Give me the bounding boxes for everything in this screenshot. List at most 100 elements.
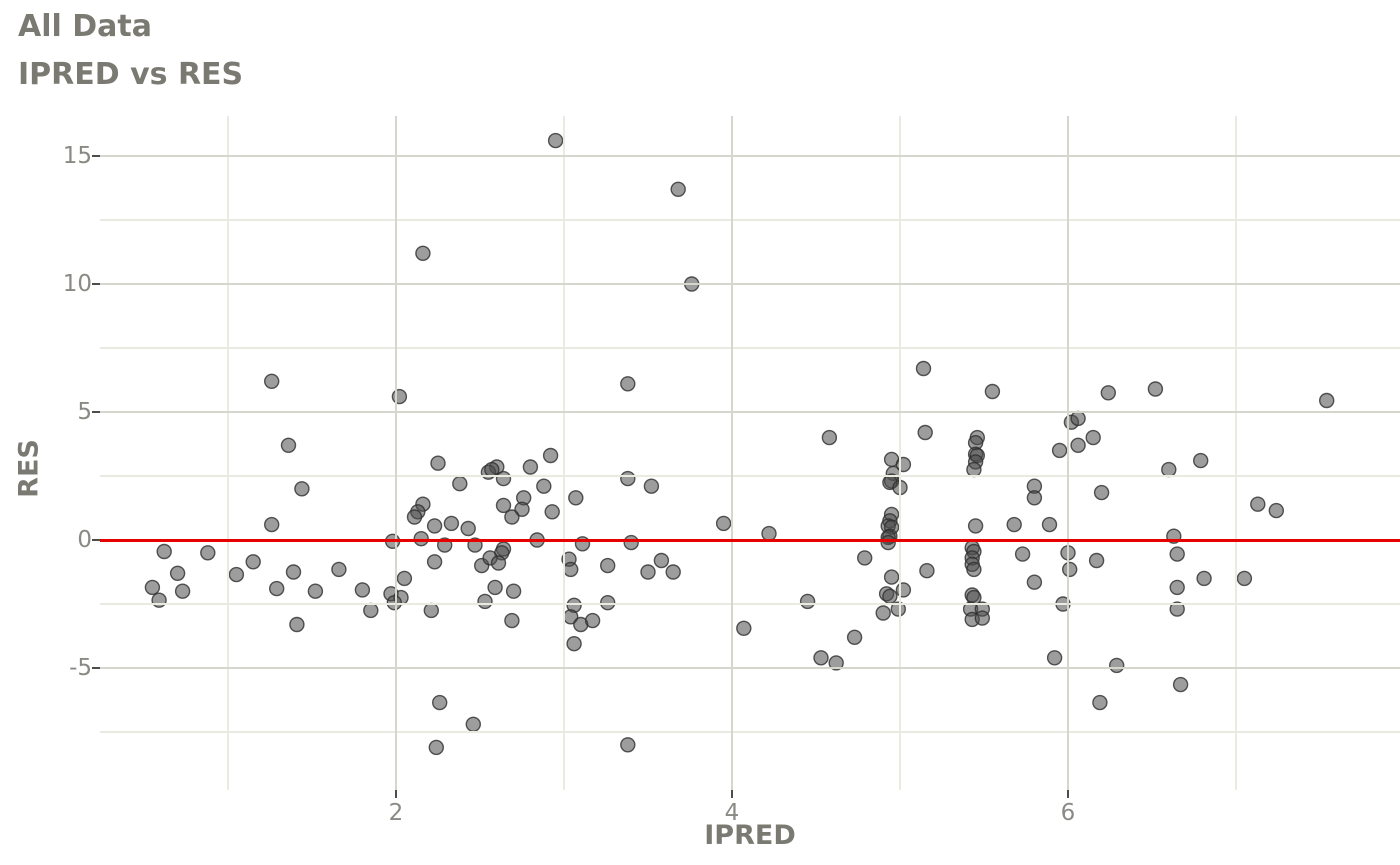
scatter-point	[363, 602, 379, 619]
scatter-point	[670, 181, 686, 198]
scatter-point	[245, 554, 261, 570]
scatter-point	[504, 509, 520, 525]
scatter-point	[432, 694, 448, 711]
scatter-point	[643, 478, 660, 494]
scatter-point	[1026, 574, 1043, 590]
zero-reference-line	[100, 538, 1400, 542]
x-tick-label: 2	[388, 800, 404, 826]
scatter-point	[1169, 579, 1185, 596]
scatter-point	[1014, 546, 1031, 562]
scatter-point	[600, 557, 616, 574]
scatter-point	[460, 520, 476, 537]
scatter-point	[875, 605, 891, 621]
scatter-point	[426, 518, 443, 534]
scatter-point	[465, 716, 481, 732]
scatter-point	[268, 580, 285, 597]
y-axis-tick	[92, 411, 100, 413]
scatter-point	[882, 588, 898, 604]
scatter-point	[544, 504, 560, 520]
scatter-point	[966, 561, 982, 578]
plot-title: All Data	[18, 9, 152, 44]
scatter-point	[665, 564, 681, 580]
scatter-point	[504, 612, 520, 629]
scatter-point	[967, 518, 984, 534]
scatter-point	[736, 620, 752, 636]
scatter-point	[396, 570, 413, 587]
scatter-point	[600, 595, 616, 611]
scatter-point	[584, 612, 601, 629]
major-gridline-vertical	[1067, 116, 1069, 790]
major-gridline-vertical	[731, 116, 733, 790]
scatter-point	[443, 515, 460, 532]
minor-gridline-horizontal	[100, 731, 1400, 733]
scatter-point	[289, 616, 305, 633]
scatter-point	[1169, 546, 1185, 562]
y-tick-label: -5	[69, 655, 92, 681]
scatter-point	[566, 636, 582, 652]
scatter-point	[285, 564, 302, 580]
scatter-point	[1100, 385, 1116, 401]
scatter-point	[640, 564, 656, 580]
x-axis-tick	[731, 790, 733, 798]
major-gridline-horizontal	[100, 411, 1400, 413]
scatter-point	[1092, 694, 1108, 711]
minor-gridline-horizontal	[100, 475, 1400, 477]
minor-gridline-vertical	[899, 116, 901, 790]
y-axis-tick	[92, 155, 100, 157]
scatter-point	[354, 582, 371, 598]
scatter-point	[495, 470, 512, 487]
y-axis-tick	[92, 539, 100, 541]
scatter-point	[1085, 429, 1101, 446]
scatter-point	[799, 593, 816, 610]
minor-gridline-horizontal	[100, 347, 1400, 349]
scatter-point	[144, 579, 161, 596]
x-tick-label: 4	[724, 800, 740, 826]
scatter-point	[280, 437, 297, 453]
scatter-point	[620, 376, 636, 392]
scatter-point	[1051, 442, 1068, 459]
scatter-point	[406, 509, 423, 525]
major-gridline-vertical	[395, 116, 397, 790]
scatter-point	[1318, 392, 1335, 409]
scatter-point	[568, 490, 584, 506]
scatter-point	[437, 537, 453, 553]
scatter-point	[620, 737, 636, 753]
scatter-point	[490, 555, 507, 571]
scatter-point	[1268, 502, 1285, 519]
scatter-point	[200, 545, 216, 561]
scatter-point	[984, 383, 1001, 400]
scatter-point	[917, 424, 933, 441]
scatter-point	[522, 459, 539, 475]
scatter-point	[547, 132, 564, 149]
scatter-point	[653, 552, 670, 569]
scatter-point	[1006, 516, 1022, 533]
minor-gridline-vertical	[1235, 116, 1237, 790]
scatter-point	[919, 563, 935, 579]
scatter-point	[1250, 496, 1266, 512]
scatter-point	[430, 455, 446, 471]
minor-gridline-horizontal	[100, 219, 1400, 221]
scatter-point	[495, 497, 512, 514]
scatter-point	[1062, 561, 1078, 578]
scatter-point	[620, 470, 636, 487]
scatter-point	[1109, 657, 1125, 674]
scatter-point	[294, 481, 310, 497]
scatter-point	[915, 360, 932, 377]
scatter-point	[1147, 381, 1164, 397]
scatter-point	[452, 476, 468, 492]
scatter-point	[151, 592, 167, 608]
x-tick-label: 6	[1060, 800, 1076, 826]
scatter-point	[169, 565, 186, 581]
scatter-point	[477, 593, 493, 610]
scatter-point	[813, 650, 829, 666]
scatter-point	[542, 447, 559, 464]
scatter-point	[821, 429, 838, 446]
scatter-point	[846, 629, 863, 645]
scatter-point	[1196, 570, 1212, 587]
minor-gridline-horizontal	[100, 603, 1400, 605]
scatter-point	[1070, 437, 1086, 453]
scatter-point	[505, 583, 522, 599]
y-tick-label: 0	[77, 527, 92, 553]
scatter-point	[514, 501, 530, 517]
